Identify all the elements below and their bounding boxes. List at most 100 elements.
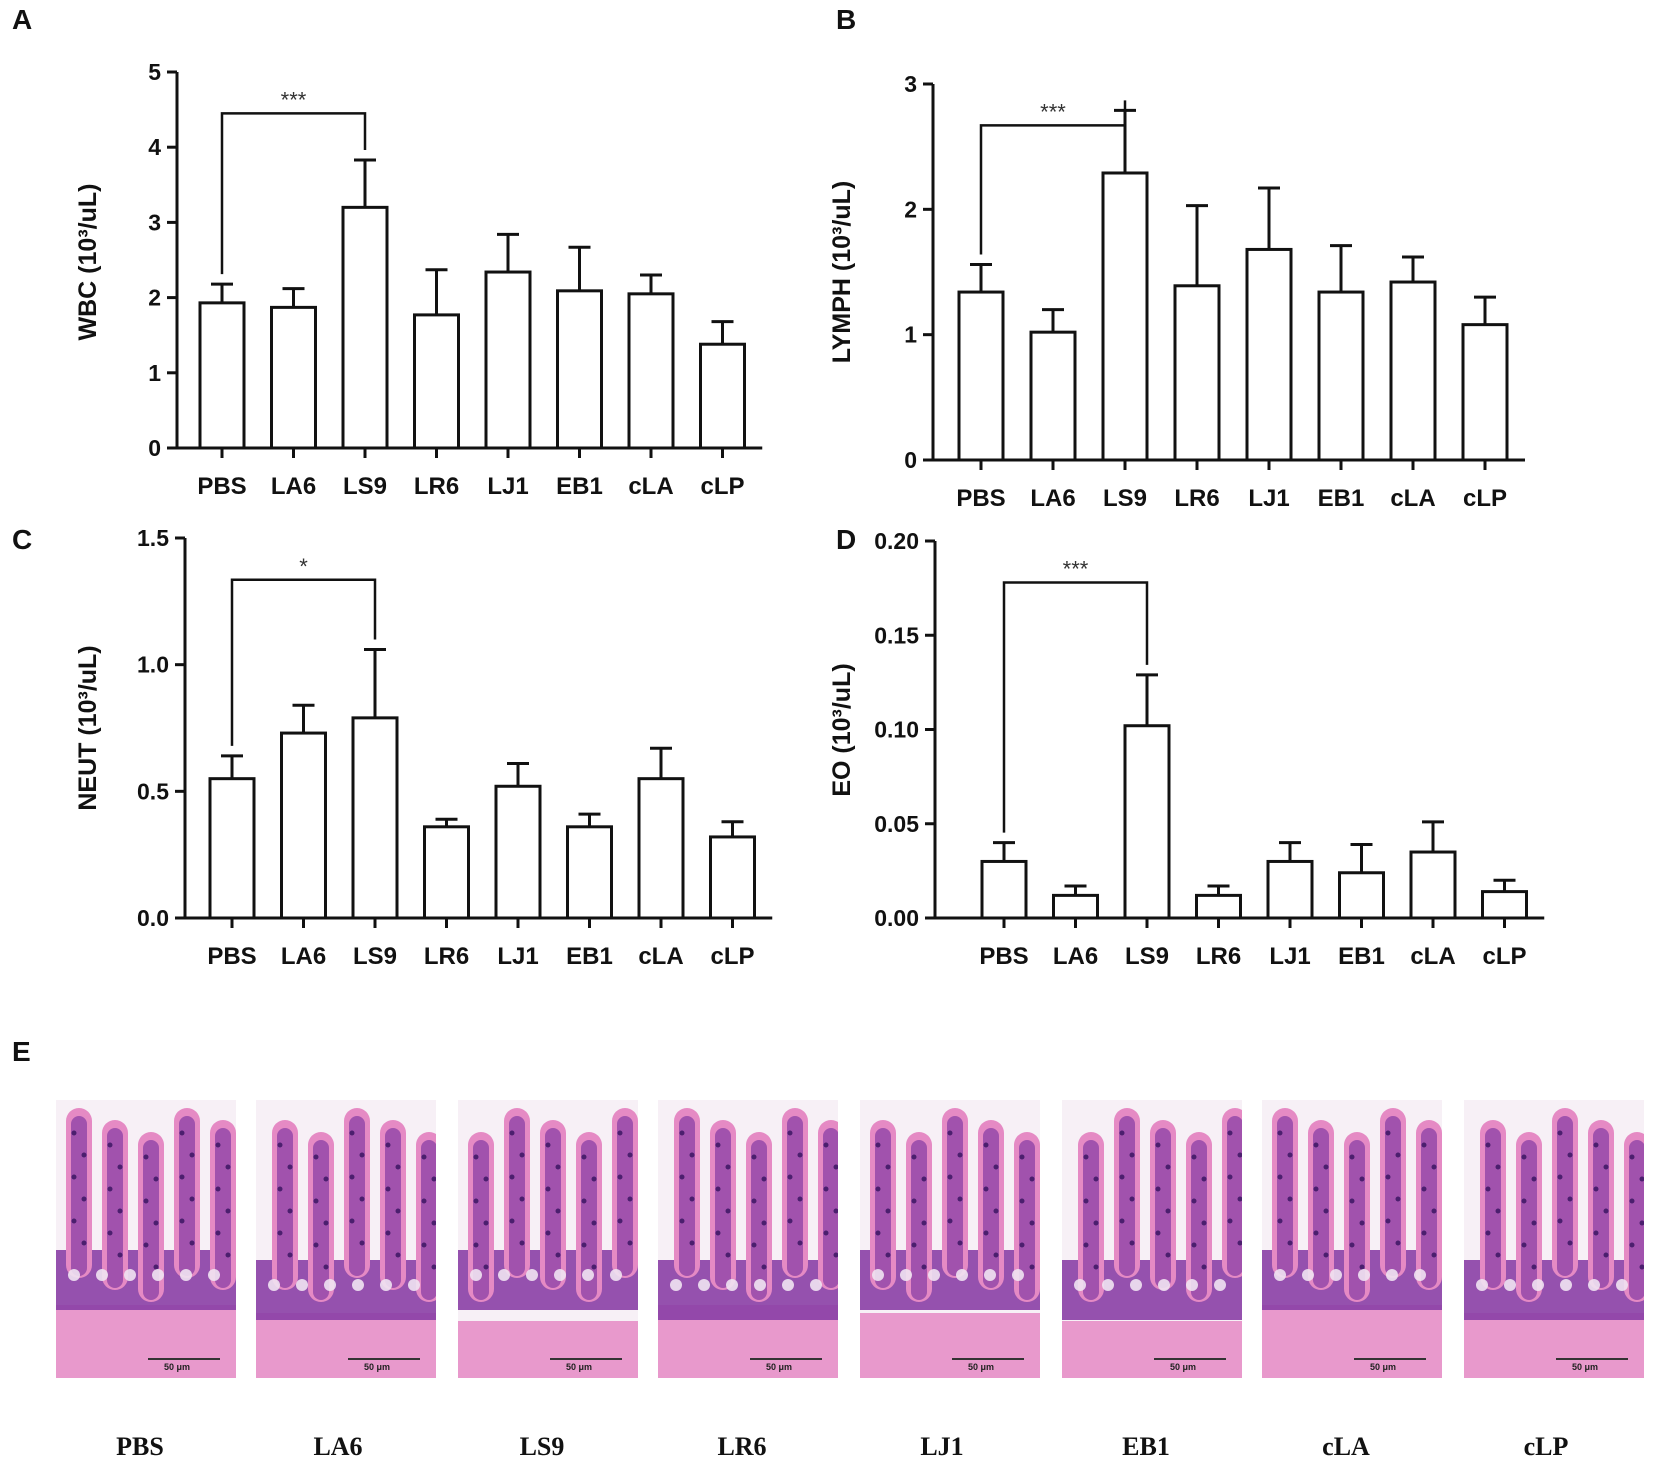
goblet-cell <box>324 1279 336 1291</box>
histology-label-cla: cLA <box>1322 1432 1370 1461</box>
x-tick-label-cla: cLA <box>1390 485 1435 512</box>
y-tick-label: 2 <box>904 196 917 222</box>
nucleus <box>179 1218 185 1224</box>
nucleus <box>581 1154 587 1160</box>
goblet-cell <box>1274 1269 1286 1281</box>
nucleus <box>1431 1252 1437 1258</box>
nucleus <box>1521 1198 1527 1204</box>
bar-cla <box>1389 280 1437 462</box>
histology-image-ls9: 50 μm <box>458 1100 638 1378</box>
goblet-cell <box>956 1269 968 1281</box>
histology-image-eb1: 50 μm <box>1062 1100 1242 1378</box>
nucleus <box>1395 1152 1401 1158</box>
villus-core <box>107 1128 123 1288</box>
nucleus <box>833 1252 838 1258</box>
nucleus <box>1603 1252 1609 1258</box>
nucleus <box>1277 1174 1283 1180</box>
nucleus <box>1531 1264 1537 1270</box>
bar-la6 <box>280 731 327 920</box>
x-tick-label-lj1: LJ1 <box>497 943 538 970</box>
goblet-cell <box>268 1279 280 1291</box>
nucleus <box>1567 1196 1573 1202</box>
bar-clp <box>1481 890 1528 920</box>
scale-bar-label: 50 μm <box>566 1362 593 1372</box>
goblet-cell <box>984 1269 996 1281</box>
nucleus <box>1093 1176 1099 1182</box>
nucleus <box>287 1252 293 1258</box>
nucleus <box>277 1142 283 1148</box>
nucleus <box>1029 1264 1035 1270</box>
x-tick-label-la6: LA6 <box>271 473 316 500</box>
nucleus <box>885 1208 891 1214</box>
nucleus <box>1155 1230 1161 1236</box>
nucleus <box>885 1252 891 1258</box>
villus-core <box>277 1128 293 1288</box>
nucleus <box>1227 1130 1233 1136</box>
nucleus <box>689 1152 695 1158</box>
x-tick-label-lr6: LR6 <box>424 943 469 970</box>
nucleus <box>71 1130 77 1136</box>
panel-letter-e: E <box>12 1036 31 1067</box>
bar-lj1 <box>1266 859 1314 920</box>
y-tick-label: 0.5 <box>137 778 169 804</box>
chart-a: 0 1 2 3 4 5 WBC (10³/uL) PBS LA6 LS9 LR6 LJ1 EB1 cLA c… <box>74 59 763 500</box>
nucleus <box>385 1230 391 1236</box>
nucleus <box>1313 1186 1319 1192</box>
chart-c: 0.0 0.5 1.0 1.5 NEUT (10³/uL) PBS LA6 LS9 LR6 LJ1… <box>74 525 773 970</box>
nucleus <box>725 1208 731 1214</box>
muscle-layer <box>256 1313 436 1378</box>
scale-bar-label: 50 μm <box>164 1362 191 1372</box>
bar-la6 <box>1052 893 1099 920</box>
histology-svg <box>256 1100 436 1378</box>
goblet-cell <box>582 1269 594 1281</box>
nucleus <box>81 1240 87 1246</box>
nucleus <box>71 1174 77 1180</box>
nucleus <box>107 1142 113 1148</box>
villus-core <box>1629 1140 1644 1300</box>
goblet-cell <box>124 1269 136 1281</box>
nucleus <box>313 1242 319 1248</box>
nucleus <box>787 1218 793 1224</box>
histology-svg <box>860 1100 1040 1378</box>
bar-pbs <box>208 777 256 920</box>
nucleus <box>1287 1152 1293 1158</box>
nucleus <box>1129 1152 1135 1158</box>
histology-svg <box>56 1100 236 1378</box>
y-tick-label: 5 <box>148 59 161 85</box>
muscle-layer <box>458 1321 638 1378</box>
nucleus <box>277 1230 283 1236</box>
nucleus <box>1191 1198 1197 1204</box>
nucleus <box>1323 1252 1329 1258</box>
bar-lr6 <box>1173 284 1221 462</box>
scale-bar-label: 50 μm <box>1170 1362 1197 1372</box>
y-tick-label: 0 <box>148 435 161 461</box>
nucleus <box>349 1174 355 1180</box>
panel-letter-a: A <box>12 4 33 35</box>
goblet-cell <box>726 1279 738 1291</box>
nucleus <box>921 1220 927 1226</box>
goblet-cell <box>1158 1279 1170 1291</box>
nucleus <box>1119 1218 1125 1224</box>
y-tick-label: 1 <box>148 360 161 386</box>
nucleus <box>1313 1230 1319 1236</box>
nucleus <box>1201 1176 1207 1182</box>
nucleus <box>1201 1264 1207 1270</box>
nucleus <box>1323 1208 1329 1214</box>
goblet-cell <box>1186 1279 1198 1291</box>
nucleus <box>983 1142 989 1148</box>
goblet-cell <box>498 1269 510 1281</box>
nucleus <box>509 1130 515 1136</box>
nucleus <box>107 1186 113 1192</box>
goblet-cell <box>1012 1269 1024 1281</box>
nucleus <box>1349 1154 1355 1160</box>
chart-b: 0 1 2 3 LYMPH (10³/uL) PBS LA6 LS9 LR6 LJ1 EB1 cLA c… <box>828 71 1525 512</box>
nucleus <box>833 1164 838 1170</box>
villus-core <box>715 1128 731 1288</box>
bar-la6 <box>270 305 317 450</box>
goblet-cell <box>1532 1279 1544 1291</box>
bar-eb1 <box>566 825 613 920</box>
nucleus <box>761 1220 767 1226</box>
nucleus <box>349 1218 355 1224</box>
x-tick-label-cla: cLA <box>1410 943 1455 970</box>
bar-lr6 <box>423 825 470 920</box>
